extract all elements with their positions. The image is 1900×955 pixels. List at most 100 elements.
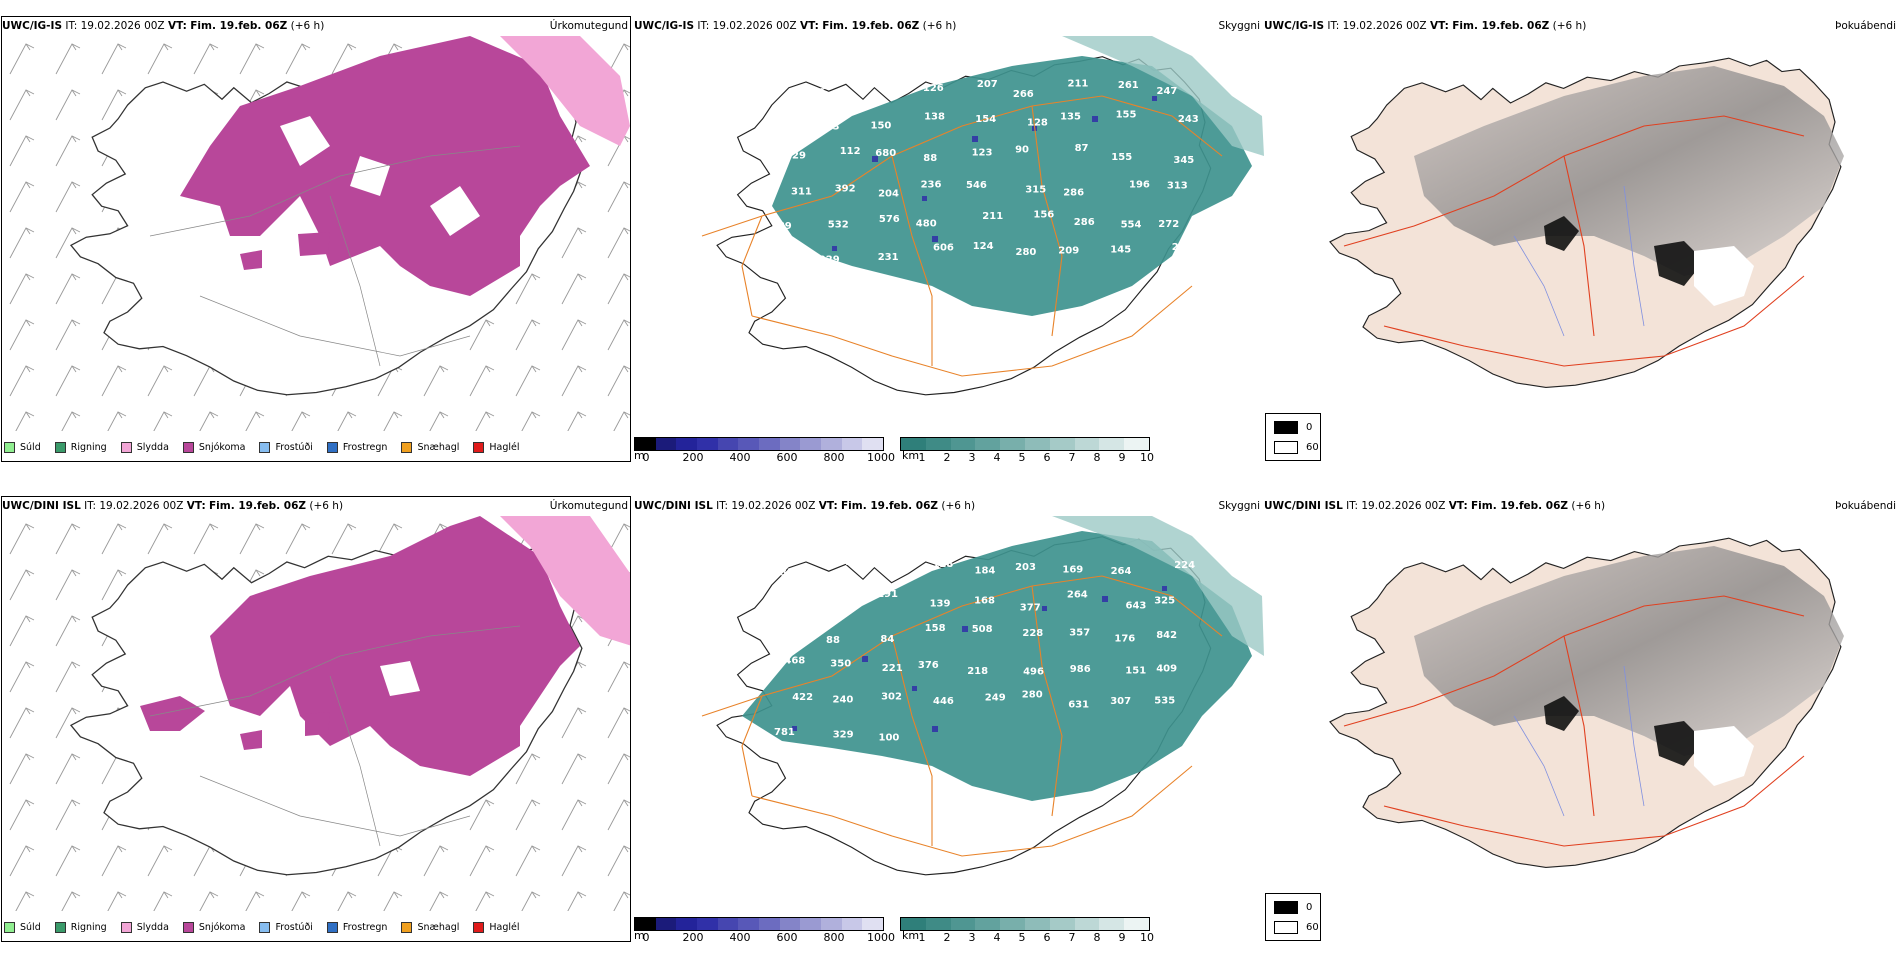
legend-item: Snæhagl: [401, 441, 459, 453]
teal-fringe: [1052, 516, 1264, 656]
colorbar-segment: [697, 918, 718, 930]
legend-swatch: [54, 921, 66, 933]
fog-legend: 0 60: [1265, 413, 1321, 461]
legend-item: Frostregn: [326, 921, 387, 933]
visibility-value: 313: [1167, 181, 1188, 192]
legend-item: Súld: [4, 921, 41, 933]
panel-header: UWC/IG-IS IT: 19.02.2026 00Z VT: Fim. 19…: [1264, 20, 1587, 32]
colorbar-segment: [779, 918, 801, 930]
visibility-value: 168: [974, 595, 995, 606]
colorbar-segment: [862, 918, 884, 930]
panel-header: UWC/IG-IS IT: 19.02.2026 00Z VT: Fim. 19…: [2, 20, 325, 32]
legend-item: Rigning: [54, 441, 107, 453]
colorbar-tick: 5: [1018, 931, 1026, 944]
panel-title: Úrkomutegund: [549, 20, 628, 32]
colorbar-segment: [676, 918, 698, 930]
visibility-value: 221: [882, 663, 903, 674]
valid-time: Fim. 19.feb. 06Z: [190, 20, 288, 32]
colorbar-segment: [635, 438, 656, 450]
visibility-value: 280: [1016, 247, 1037, 258]
visibility-value: 139: [930, 599, 951, 610]
colorbar-segment: [759, 438, 780, 450]
row-dini-isl: UWC/DINI ISL IT: 19.02.2026 00Z VT: Fim.…: [0, 480, 1900, 955]
visibility-value: 154: [975, 114, 996, 125]
visibility-value: 145: [1110, 244, 1131, 255]
visibility-panel: UWC/IG-IS IT: 19.02.2026 00Z VT: Fim. 19…: [632, 0, 1264, 475]
visibility-value: 392: [835, 183, 856, 194]
colorbar-tick: 4: [993, 931, 1001, 944]
precip-map: [2, 36, 630, 431]
colorbar-segment: [950, 918, 976, 930]
visibility-value: 345: [1173, 155, 1194, 166]
height-colorbar: [634, 917, 884, 931]
colorbar-segment: [1099, 918, 1125, 930]
colorbar-segment: [635, 918, 656, 930]
visibility-value: 261: [1118, 80, 1139, 91]
height-ticks: 0 200 400 600 800 1000: [642, 451, 896, 465]
glacier-white: [1694, 726, 1754, 786]
colorbar-segment: [800, 918, 822, 930]
visibility-value: 88: [923, 153, 937, 164]
visibility-value: 422: [792, 692, 813, 703]
colorbar-tick: 0: [642, 451, 650, 464]
visibility-value: 229: [819, 255, 840, 266]
visibility-value: 236: [921, 179, 942, 190]
colorbar-segment: [1074, 918, 1100, 930]
colorbar-segment: [738, 918, 760, 930]
colorbar-tick: 600: [776, 931, 798, 944]
visibility-value: 218: [967, 666, 988, 677]
visibility-value: 247: [1157, 86, 1178, 97]
colorbar-tick: 0: [642, 931, 650, 944]
visibility-value: 224: [1174, 560, 1195, 571]
legend-swatch: [473, 921, 485, 933]
colorbar-tick: 2: [943, 451, 951, 464]
visibility-value: 376: [918, 660, 939, 671]
colorbar-segment: [1024, 438, 1050, 450]
visibility-value: 535: [1154, 696, 1175, 707]
colorbar-segment: [925, 438, 951, 450]
visibility-value: 135: [1060, 111, 1081, 122]
visibility-value: 196: [1129, 179, 1150, 190]
legend-swatch: [473, 441, 485, 453]
fog-legend: 0 60: [1265, 893, 1321, 941]
colorbar-tick: 9: [1118, 931, 1126, 944]
snow-area: [210, 516, 580, 776]
colorbar-segment: [1099, 438, 1125, 450]
colorbar-segment: [841, 438, 863, 450]
visibility-value: 158: [925, 623, 946, 634]
rivers: [1513, 185, 1645, 337]
legend-swatch: [259, 921, 271, 933]
visibility-value: 315: [1025, 185, 1046, 196]
visibility-value: 409: [1156, 663, 1177, 674]
visibility-value: 203: [1015, 562, 1036, 573]
visibility-value: 986: [1070, 664, 1091, 675]
colorbar-segment: [1049, 438, 1075, 450]
colorbar-segment: [1000, 918, 1025, 930]
visibility-value: 446: [933, 696, 954, 707]
visibility-value: 249: [985, 692, 1006, 703]
legend-swatch: [54, 441, 66, 453]
road-network: [701, 95, 1223, 377]
colorbar-tick: 5: [1018, 451, 1026, 464]
snow-patch: [240, 232, 330, 270]
colorbar-tick: 1: [918, 451, 926, 464]
visibility-value: 643: [1126, 600, 1147, 611]
visibility-value: 204: [878, 189, 899, 200]
colorbar-tick: 9: [1118, 451, 1126, 464]
visibility-value: 842: [1156, 630, 1177, 641]
visibility-value: 207: [977, 79, 998, 90]
visibility-value: 280: [1022, 690, 1043, 701]
colorbar-tick: 2: [943, 931, 951, 944]
visibility-value: 781: [774, 727, 795, 738]
colorbar-tick: 600: [776, 451, 798, 464]
visibility-value: 286: [1074, 217, 1095, 228]
visibility-value: 151: [1125, 665, 1146, 676]
visibility-value: 128: [1027, 117, 1048, 128]
visibility-value: 631: [1068, 700, 1089, 711]
colorbar-tick: 200: [682, 451, 704, 464]
colorbar-segment: [975, 918, 1001, 930]
legend-item: Snjókoma: [182, 441, 245, 453]
legend-swatch: [120, 441, 132, 453]
dense-fog: [1544, 696, 1704, 766]
lead-time: (+6 h): [290, 20, 325, 32]
